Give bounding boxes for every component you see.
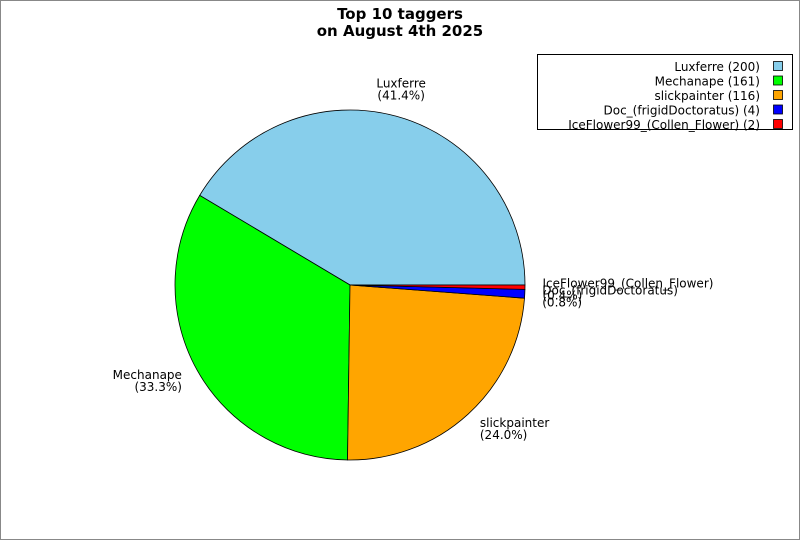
pie-slice	[174, 194, 351, 461]
legend-swatch	[773, 104, 783, 115]
slice-value-label: (0.8%)	[542, 296, 582, 310]
legend-label: IceFlower99_(Collen_Flower) (2)	[568, 118, 760, 132]
legend-label: Mechanape (161)	[655, 75, 760, 89]
pie-slice	[347, 284, 525, 461]
slice-value-label: (33.3%)	[134, 380, 181, 394]
slice-value-label: (0.4%)	[542, 288, 582, 302]
legend-label: slickpainter (116)	[655, 89, 760, 103]
legend-swatch	[773, 61, 783, 71]
slice-label: Doc_(frigidDoctoratus)	[542, 284, 678, 298]
slice-label: IceFlower99_(Collen_Flower)	[542, 276, 713, 290]
legend-swatch	[773, 119, 783, 129]
slice-label: Luxferre	[376, 76, 426, 90]
legend-label: Doc_(frigidDoctoratus) (4)	[604, 104, 761, 118]
chart-title: Top 10 taggers	[337, 5, 463, 23]
legend-label: Luxferre (200)	[674, 60, 760, 74]
slice-label: slickpainter	[480, 416, 549, 430]
slice-label: Mechanape	[113, 368, 182, 382]
pie-slice	[199, 109, 526, 286]
chart-subtitle: on August 4th 2025	[317, 22, 484, 40]
legend-swatch	[773, 75, 783, 86]
slice-value-label: (41.4%)	[377, 88, 424, 102]
legend-box	[537, 54, 793, 130]
slice-value-label: (24.0%)	[480, 428, 527, 442]
pie-slice	[349, 284, 526, 290]
legend-swatch	[773, 90, 783, 100]
